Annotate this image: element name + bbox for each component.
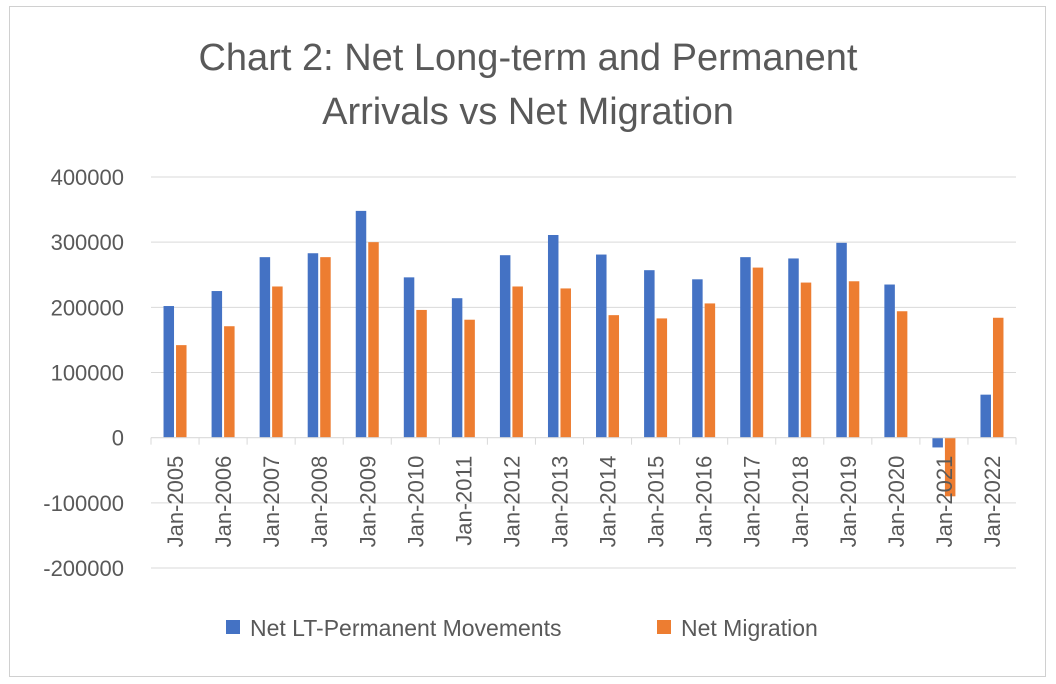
bar-net-migration [992,317,1004,438]
bar-net-lt-permanent [403,277,415,438]
bar-net-migration [896,311,908,438]
bar-net-migration [176,345,187,438]
x-tick-label: Jan-2014 [596,456,621,548]
bar-net-lt-permanent [788,258,799,438]
bar-net-lt-permanent [884,284,895,438]
legend: Net LT-Permanent Movements Net Migration [226,615,818,641]
x-tick-label: Jan-2022 [980,456,1005,548]
bar-net-lt-permanent [980,394,991,438]
bar-net-migration [752,267,764,438]
x-tick-label: Jan-2020 [884,456,909,548]
x-tick-label: Jan-2008 [307,456,332,548]
bar-net-migration [224,326,235,438]
bar-net-migration [464,319,475,438]
y-tick-label: 200000 [51,295,124,320]
legend-swatch [657,620,671,634]
chart-title-line-2: Arrivals vs Net Migration [322,91,734,133]
y-tick-label: 0 [112,426,124,451]
y-tick-label: -100000 [43,491,124,516]
bar-net-lt-permanent [836,242,847,438]
x-tick-label: Jan-2011 [451,456,476,546]
y-tick-label: 400000 [51,165,124,190]
x-tick-label: Jan-2006 [211,456,236,548]
bar-net-migration [656,318,668,438]
x-axis-baseline [150,437,1017,445]
bar-net-migration [272,286,283,438]
bar-net-lt-permanent [932,437,943,448]
x-tick-label: Jan-2009 [355,456,380,548]
y-tick-label: -200000 [43,556,124,581]
y-tick-label: 100000 [51,361,124,386]
y-axis-ticks: 400000 300000 200000 100000 0 -100000 -200000 [43,165,124,581]
x-tick-label: Jan-2013 [547,456,572,548]
bar-net-migration [704,303,716,438]
bar-net-lt-permanent [307,253,319,438]
legend-label: Net LT-Permanent Movements [250,615,561,641]
x-tick-label: Jan-2012 [499,456,524,548]
x-tick-label: Jan-2019 [836,456,861,548]
legend-label: Net Migration [681,615,818,641]
chart-frame [9,6,1046,677]
chart-title-line-1: Chart 2: Net Long-term and Permanent [198,37,857,79]
x-tick-label: Jan-2018 [788,456,813,548]
bar-net-lt-permanent [644,270,655,438]
bar-net-lt-permanent [596,254,607,438]
bar-net-lt-permanent [163,306,175,438]
bars [163,210,1004,497]
bar-net-lt-permanent [355,210,367,438]
bar-net-lt-permanent [692,279,703,438]
bar-net-migration [512,286,523,438]
x-tick-label: Jan-2005 [163,456,188,548]
x-tick-label: Jan-2016 [692,456,717,548]
x-tick-label: Jan-2007 [259,456,284,548]
bar-net-lt-permanent [547,234,559,438]
bar-net-migration [608,315,620,438]
bar-net-lt-permanent [259,257,271,438]
bar-net-migration [800,282,812,438]
bar-net-migration [560,288,571,438]
x-tick-label: Jan-2010 [403,456,428,548]
bar-net-lt-permanent [211,291,223,438]
x-tick-label: Jan-2015 [644,456,669,548]
bar-net-lt-permanent [451,298,463,438]
bar-net-migration [368,242,379,438]
bar-net-migration [848,281,860,438]
x-tick-label: Jan-2021 [932,456,957,548]
x-axis-ticks: Jan-2005 Jan-2006 Jan-2007 Jan-2008 Jan-2009… [163,456,1005,548]
x-tick-label: Jan-2017 [740,456,765,548]
bar-net-migration [944,437,956,497]
bar-net-lt-permanent [499,255,511,438]
bar-net-lt-permanent [740,257,751,438]
bar-net-migration [416,309,427,438]
gridlines [151,176,1016,569]
bar-net-migration [320,257,331,438]
y-tick-label: 300000 [51,230,124,255]
legend-swatch [226,620,240,634]
chart-title: Chart 2: Net Long-term and Permanent Arr… [198,37,857,133]
